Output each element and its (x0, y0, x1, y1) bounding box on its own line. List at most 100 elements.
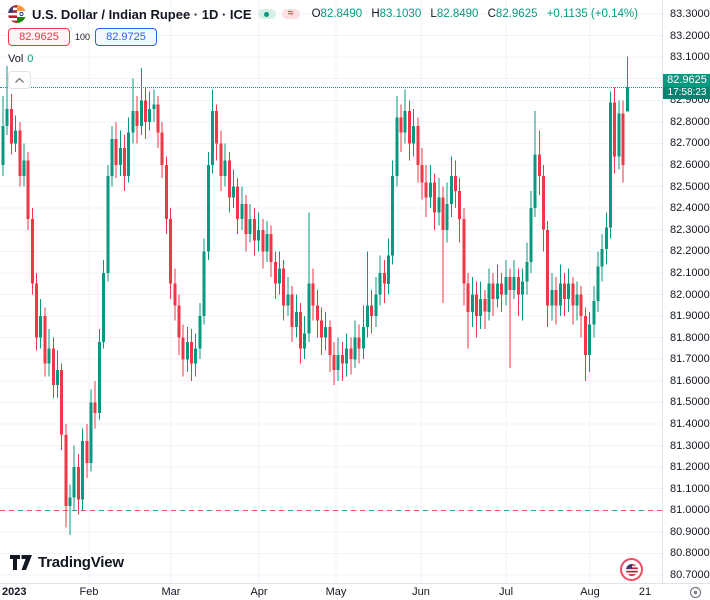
bid-ask-row: 82.9625 100 82.9725 (8, 27, 638, 47)
candle-body (428, 182, 432, 198)
candle-body (9, 108, 13, 144)
price-scale-label: 81.2000 (670, 461, 710, 474)
tradingview-logo[interactable]: TradingView (10, 554, 124, 571)
candle-body (35, 283, 38, 338)
ask-button[interactable]: 82.9725 (95, 28, 158, 46)
candle-body (252, 219, 256, 241)
symbol-row: U.S. Dollar / Indian Rupee · 1D · ICE ≈ … (8, 5, 638, 23)
price-scale-label: 81.0000 (670, 504, 710, 517)
candle-body (299, 311, 302, 349)
us-flag-icon (625, 563, 638, 576)
price-scale-label: 82.3000 (670, 223, 710, 236)
candle-body (462, 219, 466, 284)
candle-body (89, 402, 93, 463)
candle-body (1, 126, 5, 165)
settings-gear-icon[interactable] (689, 586, 702, 600)
candle-body (22, 160, 26, 176)
candle-body (232, 186, 235, 198)
candle-body (483, 298, 487, 312)
price-alert-dashed-line[interactable] (0, 510, 662, 511)
candle-body (106, 175, 110, 273)
candle-body (43, 316, 47, 364)
price-scale-label: 81.9000 (670, 310, 710, 323)
price-scale-label: 80.7000 (670, 569, 710, 581)
candle-body (592, 301, 596, 325)
candle-body (525, 262, 529, 282)
candle-body (114, 139, 118, 165)
candle-body (324, 326, 328, 338)
candle-body (47, 348, 51, 364)
candle-body (202, 251, 206, 316)
price-scale-label: 82.0000 (670, 288, 710, 301)
candle-body (164, 165, 168, 219)
candle-body (516, 277, 520, 295)
candle-body (382, 272, 386, 284)
candle-body (378, 272, 382, 295)
candle-body (588, 324, 592, 355)
symbol-title[interactable]: U.S. Dollar / Indian Rupee · 1D · ICE (32, 6, 252, 22)
bid-button[interactable]: 82.9625 (8, 28, 70, 46)
candle-body (407, 111, 411, 144)
candle-body (479, 298, 483, 317)
candle-body (56, 370, 59, 386)
open-label: O (311, 8, 321, 20)
candle-body (30, 219, 34, 284)
spread-value: 100 (75, 32, 91, 42)
price-scale-label: 81.8000 (670, 331, 710, 344)
candle-body (403, 111, 407, 133)
candle-body (215, 111, 219, 144)
price-scale-label: 81.7000 (670, 353, 710, 366)
candle-body (412, 126, 416, 144)
collapse-legend-button[interactable] (8, 71, 31, 89)
candle-body (437, 197, 441, 213)
price-scale-label: 81.5000 (670, 396, 710, 409)
volume-row: Vol 0 (8, 53, 638, 65)
candle-body (294, 311, 298, 327)
economic-event-badge[interactable] (620, 558, 643, 581)
candle-body (173, 283, 177, 306)
candle-body (18, 130, 22, 176)
candle-body (72, 467, 76, 498)
candle-body (97, 342, 101, 414)
candle-body (5, 108, 9, 127)
candle-body (433, 182, 437, 213)
candle-body (395, 117, 399, 176)
candle-body (374, 294, 378, 317)
candle-body (127, 132, 131, 176)
candle-body (533, 154, 537, 209)
candle-body (529, 208, 533, 263)
candle-body (617, 113, 621, 157)
price-scale-label: 82.7000 (670, 137, 710, 150)
time-scale[interactable]: 2023 Feb Mar Apr May Jun Jul Aug 21 (0, 583, 710, 600)
candle-body (139, 100, 143, 127)
candle-body (261, 229, 265, 252)
candle-body (495, 283, 499, 299)
time-scale-label: 2023 (2, 586, 27, 598)
chart-pane[interactable]: U.S. Dollar / Indian Rupee · 1D · ICE ≈ … (0, 0, 662, 583)
candle-body (466, 283, 470, 312)
price-scale-label: 81.1000 (670, 482, 710, 495)
candle-body (110, 139, 114, 176)
candle-body (470, 294, 474, 312)
candle-body (558, 283, 562, 306)
delayed-data-icon[interactable]: ≈ (281, 9, 300, 19)
candle-body (85, 441, 89, 463)
market-open-status-icon[interactable] (257, 9, 276, 19)
candle-body (206, 165, 210, 252)
candlestick-chart (0, 0, 662, 583)
candle-body (328, 326, 332, 355)
candle-body (550, 290, 554, 306)
high-label: H (371, 8, 380, 20)
candle-body (160, 132, 164, 166)
candle-body (144, 100, 147, 122)
time-scale-label: 21 (638, 586, 652, 598)
time-scale-label: Apr (250, 586, 268, 598)
candle-body (156, 104, 160, 133)
candle-body (416, 126, 420, 165)
candle-body (600, 249, 604, 267)
candle-body (537, 154, 541, 176)
candle-body (361, 326, 365, 349)
price-scale[interactable]: 83.300083.200083.100083.000082.900082.80… (662, 0, 710, 583)
price-scale-label: 80.8000 (670, 547, 710, 560)
